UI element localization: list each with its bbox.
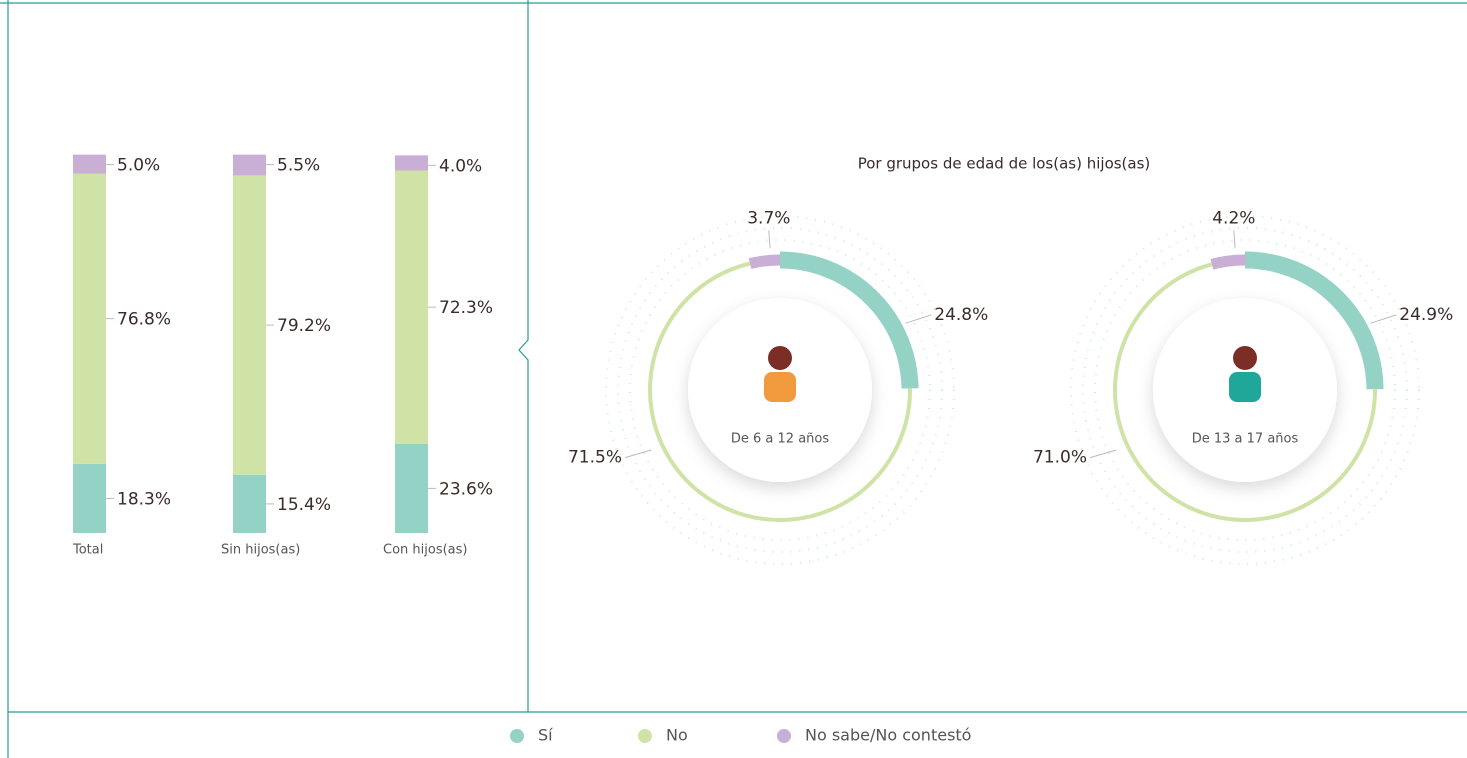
value-label: 5.0%: [117, 156, 160, 176]
value-label: 15.4%: [277, 495, 331, 515]
label-leader: [625, 450, 651, 458]
label-leader: [905, 315, 931, 323]
donut-arc: [750, 260, 780, 263]
label-leader: [1370, 315, 1396, 323]
figure-head: [768, 346, 792, 370]
donut-label: De 13 a 17 años: [1192, 432, 1299, 447]
value-label: 5.5%: [277, 156, 320, 176]
figure-head: [1233, 346, 1257, 370]
category-label: Total: [72, 543, 103, 558]
legend-label: No sabe/No contestó: [805, 726, 971, 745]
value-label: 72.3%: [439, 298, 493, 318]
bar-segment: [73, 174, 106, 464]
legend-label: Sí: [538, 726, 553, 745]
category-label: Con hijos(as): [383, 543, 467, 558]
label-leader: [1234, 230, 1235, 248]
label-leader: [769, 230, 770, 248]
legend-swatch: [510, 729, 524, 743]
value-label: 76.8%: [117, 310, 171, 330]
value-label: 24.8%: [934, 305, 988, 325]
divider: [519, 0, 528, 712]
bar-segment: [395, 444, 428, 533]
legend-label: No: [666, 726, 688, 745]
value-label: 24.9%: [1399, 305, 1453, 325]
donut-arc: [1212, 260, 1246, 264]
value-label: 4.0%: [439, 156, 482, 176]
donut-label: De 6 a 12 años: [731, 432, 829, 447]
value-label: 4.2%: [1212, 208, 1255, 228]
chart: Por grupos de edad de los(as) hijos(as) …: [0, 0, 1467, 758]
bar-segment: [395, 170, 428, 443]
figure-body: [764, 372, 796, 402]
value-label: 23.6%: [439, 479, 493, 499]
value-label: 71.0%: [1033, 448, 1087, 468]
bar-segment: [73, 464, 106, 533]
bar-segment: [73, 155, 106, 174]
bar-segment: [233, 155, 266, 176]
bar-segment: [233, 175, 266, 474]
figure-body: [1229, 372, 1261, 402]
value-label: 3.7%: [747, 208, 790, 228]
value-label: 18.3%: [117, 489, 171, 509]
bar-segment: [233, 475, 266, 533]
bar-segment: [395, 155, 428, 170]
value-label: 79.2%: [277, 316, 331, 336]
donut-title: Por grupos de edad de los(as) hijos(as): [858, 155, 1151, 173]
label-leader: [1090, 450, 1116, 458]
value-label: 71.5%: [568, 448, 622, 468]
legend-swatch: [777, 729, 791, 743]
category-label: Sin hijos(as): [221, 543, 300, 558]
legend-swatch: [638, 729, 652, 743]
